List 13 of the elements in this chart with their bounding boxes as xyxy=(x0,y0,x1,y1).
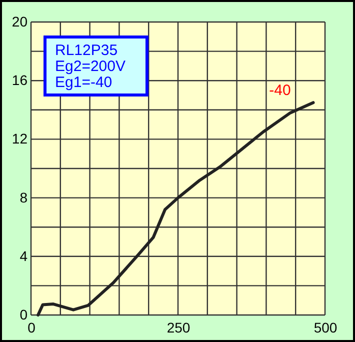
y-tick-label: 4 xyxy=(20,248,28,264)
y-tick-label: 20 xyxy=(12,14,28,30)
annotation: RL12P35 xyxy=(55,42,118,59)
annotation: Eg2=200V xyxy=(55,58,126,75)
x-tick-label: 250 xyxy=(166,320,190,336)
y-tick-label: 0 xyxy=(20,306,28,322)
line-series xyxy=(36,101,315,316)
annotation: Eg1=-40 xyxy=(55,74,112,91)
y-tick-label: 12 xyxy=(12,130,28,147)
y-tick-label: 8 xyxy=(20,189,28,206)
x-tick-label: 500 xyxy=(314,320,338,336)
y-tick-label: 16 xyxy=(12,72,28,88)
annotation: -40 xyxy=(269,82,291,99)
